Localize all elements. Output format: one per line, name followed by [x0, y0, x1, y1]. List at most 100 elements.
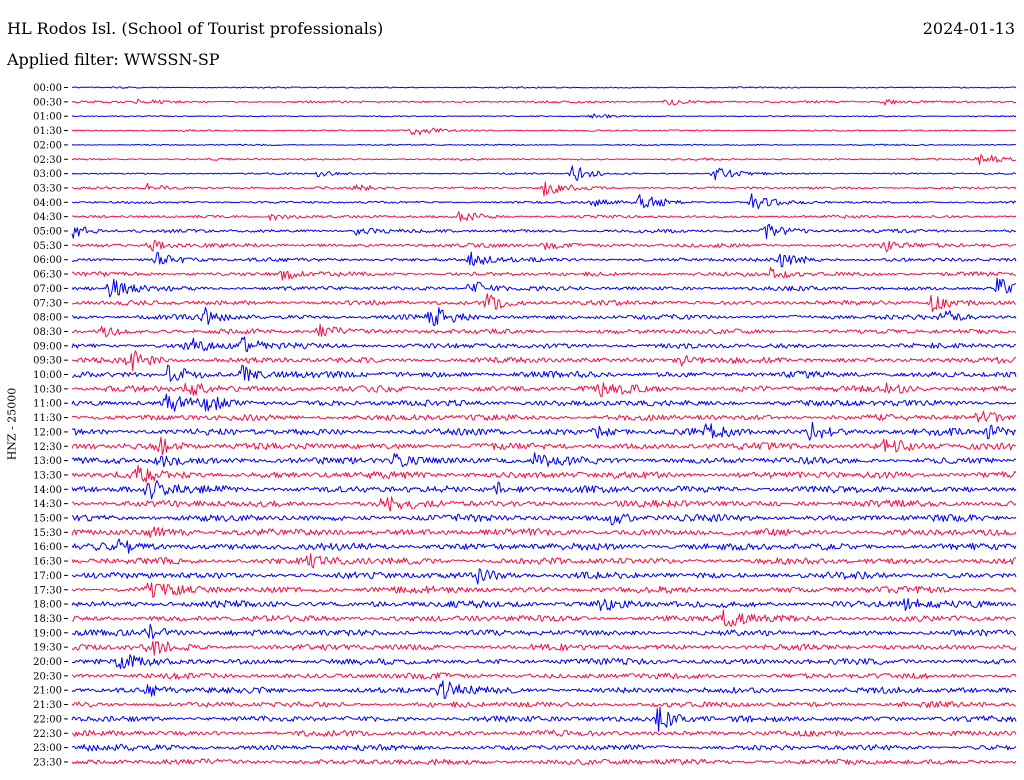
trace-line-0600 — [71, 251, 1017, 268]
row-time-label: 01:00 — [33, 112, 62, 123]
trace-line-1200 — [71, 421, 1017, 441]
row-time-label: 06:30 — [33, 270, 62, 281]
row-time-label: 03:30 — [33, 183, 62, 194]
row-time-label: 14:30 — [33, 499, 62, 510]
row-time-label: 19:00 — [33, 628, 62, 639]
trace-line-1630 — [71, 553, 1017, 569]
row-time-label: 17:30 — [33, 585, 62, 596]
trace-line-2330 — [71, 758, 1017, 766]
row-time-label: 01:30 — [33, 126, 62, 137]
trace-line-0130 — [71, 127, 1017, 136]
trace-line-0300 — [71, 165, 1017, 181]
row-time-label: 22:30 — [33, 729, 62, 740]
row-time-label: 21:00 — [33, 686, 62, 697]
trace-line-0830 — [71, 323, 1017, 338]
trace-line-0900 — [71, 336, 1017, 353]
row-time-label: 23:30 — [33, 757, 62, 768]
row-time-label: 06:00 — [33, 255, 62, 266]
row-time-label: 23:00 — [33, 743, 62, 754]
row-time-label: 18:00 — [33, 600, 62, 611]
trace-line-0100 — [71, 113, 1017, 119]
row-time-label: 05:30 — [33, 241, 62, 252]
trace-line-2130 — [71, 700, 1016, 708]
row-time-label: 12:30 — [33, 442, 62, 453]
trace-line-2200 — [71, 706, 1017, 732]
trace-line-0930 — [71, 350, 1017, 371]
row-time-label: 12:00 — [33, 427, 62, 438]
row-time-label: 00:00 — [33, 83, 62, 94]
trace-line-1730 — [71, 582, 1017, 598]
row-time-label: 05:00 — [33, 227, 62, 238]
row-time-label: 19:30 — [33, 643, 62, 654]
row-time-label: 10:00 — [33, 370, 62, 381]
trace-line-0330 — [71, 181, 1017, 197]
row-time-label: 04:00 — [33, 198, 62, 209]
trace-line-1130 — [71, 410, 1017, 423]
row-time-label: 07:30 — [33, 298, 62, 309]
trace-line-2000 — [71, 654, 1017, 669]
trace-line-1230 — [71, 436, 1016, 456]
row-time-label: 09:30 — [33, 356, 62, 367]
row-time-label: 11:30 — [33, 413, 62, 424]
row-time-label: 21:30 — [33, 700, 62, 711]
trace-line-1100 — [71, 393, 1017, 412]
trace-line-2100 — [71, 680, 1017, 699]
trace-line-0030 — [71, 98, 1017, 106]
row-time-label: 20:00 — [33, 657, 62, 668]
row-time-label: 16:00 — [33, 542, 62, 553]
trace-line-0000 — [71, 86, 1017, 89]
trace-line-1700 — [71, 568, 1017, 585]
trace-line-1030 — [71, 382, 1017, 398]
trace-line-0530 — [71, 240, 1017, 253]
row-time-label: 08:30 — [33, 327, 62, 338]
trace-line-0430 — [71, 211, 1017, 222]
row-time-label: 08:00 — [33, 313, 62, 324]
row-time-label: 11:00 — [33, 399, 62, 410]
trace-line-1300 — [71, 452, 1017, 468]
row-time-label: 20:30 — [33, 671, 62, 682]
trace-line-1530 — [71, 526, 1017, 538]
trace-line-1500 — [71, 513, 1017, 526]
trace-line-0630 — [71, 267, 1017, 281]
row-time-label: 02:30 — [33, 155, 62, 166]
row-time-label: 15:30 — [33, 528, 62, 539]
trace-line-1330 — [71, 464, 1017, 483]
row-time-label: 00:30 — [33, 97, 62, 108]
trace-line-1600 — [71, 538, 1017, 554]
trace-line-0230 — [71, 154, 1017, 166]
trace-line-1930 — [71, 640, 1017, 656]
trace-line-1400 — [71, 480, 1017, 500]
trace-line-0500 — [71, 223, 1017, 240]
trace-line-2300 — [71, 743, 1017, 752]
trace-line-0400 — [72, 193, 1017, 210]
row-time-label: 18:30 — [33, 614, 62, 625]
station-title: HL Rodos Isl. (School of Tourist profess… — [7, 19, 384, 38]
trace-line-0800 — [71, 307, 1017, 327]
row-time-label: 17:00 — [33, 571, 62, 582]
trace-line-1430 — [71, 496, 1017, 512]
row-time-label: 07:00 — [33, 284, 62, 295]
row-time-label: 10:30 — [33, 384, 62, 395]
filter-label: Applied filter: WWSSN-SP — [7, 50, 220, 69]
row-time-label: 14:00 — [33, 485, 62, 496]
trace-line-2230 — [71, 729, 1017, 737]
trace-line-1000 — [71, 364, 1017, 382]
row-time-label: 15:00 — [33, 514, 62, 525]
row-time-label: 13:00 — [33, 456, 62, 467]
row-time-label: 22:00 — [33, 714, 62, 725]
trace-line-2030 — [71, 672, 1017, 680]
row-time-label: 04:30 — [33, 212, 62, 223]
row-time-label: 13:30 — [33, 470, 62, 481]
trace-line-1800 — [71, 598, 1017, 612]
trace-line-1900 — [71, 623, 1017, 640]
trace-line-1830 — [71, 609, 1017, 627]
row-time-label: 16:30 — [33, 557, 62, 568]
row-time-label: 09:00 — [33, 341, 62, 352]
record-date: 2024-01-13 — [922, 19, 1015, 38]
trace-line-0200 — [71, 143, 1017, 147]
trace-line-0730 — [71, 293, 1017, 313]
row-time-label: 03:00 — [33, 169, 62, 180]
trace-line-0700 — [71, 277, 1017, 298]
row-time-label: 02:00 — [33, 140, 62, 151]
